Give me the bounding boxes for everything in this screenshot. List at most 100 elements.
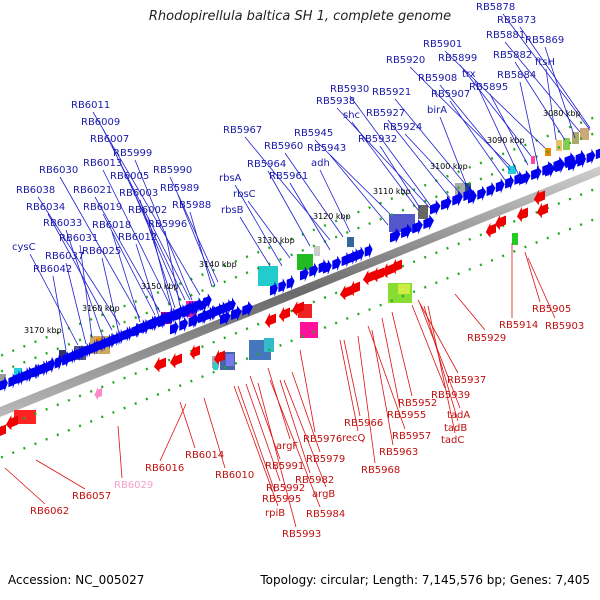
gene-label: RB5914 <box>499 320 538 331</box>
forward-gene-arrow <box>14 370 22 386</box>
gene-label: RB6034 <box>26 202 65 213</box>
forward-gene-arrow <box>131 322 141 338</box>
label-connector <box>439 116 471 195</box>
label-connector <box>319 169 351 233</box>
label-connector <box>339 339 359 432</box>
label-connector <box>381 317 401 409</box>
reverse-gene-arrow <box>169 353 182 369</box>
label-connector <box>411 304 446 389</box>
gene-label: rpiB <box>265 508 285 519</box>
gene-label: RB6019 <box>83 202 122 213</box>
forward-gene-arrow <box>452 191 463 207</box>
gene-label: RB6031 <box>59 233 98 244</box>
label-connector <box>147 216 173 311</box>
forward-gene-arrow <box>0 376 8 392</box>
genome-title: Rhodopirellula baltica SH 1, complete ge… <box>148 9 452 24</box>
reverse-gene-arrow <box>390 258 402 275</box>
label-connector <box>111 145 186 301</box>
label-connector <box>329 154 389 226</box>
gene-label: RB5901 <box>423 39 462 50</box>
gene-label: RB5903 <box>545 321 584 332</box>
gene-label: RB5976 <box>303 434 342 445</box>
label-connector <box>244 136 331 241</box>
label-connector <box>423 305 459 422</box>
gene-label: RB5988 <box>172 200 211 211</box>
label-connector <box>203 397 226 469</box>
label-connector <box>279 379 311 474</box>
label-connector <box>519 81 541 176</box>
forward-gene-arrow <box>242 301 253 317</box>
forward-gene-arrow <box>191 300 200 316</box>
forward-gene-arrow <box>158 313 166 329</box>
forward-gene-arrow <box>531 165 542 181</box>
forward-gene-arrow <box>48 356 56 373</box>
gene-label: RB6018 <box>92 220 131 231</box>
forward-gene-arrow <box>364 242 373 259</box>
reverse-gene-arrow <box>291 301 304 317</box>
forward-gene-arrow <box>147 315 157 331</box>
gene-label: RB5995 <box>262 494 301 505</box>
forward-gene-arrow <box>495 178 505 194</box>
reverse-gene-arrow <box>0 424 6 436</box>
label-connector <box>102 169 171 306</box>
reverse-gene-labels: RB5905 RB5914 RB5903 RB5929 RB5937 RB593… <box>30 304 584 540</box>
label-connector <box>92 111 201 296</box>
gene-label: RB5992 <box>266 483 305 494</box>
forward-gene-arrow <box>545 162 555 178</box>
label-connector <box>289 182 331 251</box>
forward-gene-arrow <box>423 214 434 230</box>
gene-label: RB5957 <box>392 431 431 442</box>
dotted-guide-line <box>0 185 600 430</box>
forward-gene-arrow <box>270 281 278 297</box>
forward-gene-arrow <box>214 302 224 318</box>
forward-gene-arrow <box>401 223 412 239</box>
gene-label: tadC <box>441 435 464 446</box>
tick-label: 3120 kbp <box>313 212 351 221</box>
label-connector <box>249 375 281 460</box>
gene-label: RB5907 <box>431 89 470 100</box>
label-connector <box>299 349 316 433</box>
forward-gene-arrow <box>595 148 600 160</box>
gene-label: RB5927 <box>366 108 405 119</box>
dotted-guide-line <box>0 215 600 460</box>
forward-gene-arrow <box>75 345 83 362</box>
label-connector <box>94 196 161 313</box>
forward-gene-arrow <box>220 310 231 326</box>
gene-label: RB5993 <box>282 529 321 540</box>
reverse-gene-arrow <box>371 267 384 283</box>
gene-label: RB6029 <box>114 480 153 491</box>
reverse-gene-arrow <box>339 285 352 301</box>
forward-gene-arrow <box>205 306 214 322</box>
label-connector <box>129 182 181 301</box>
label-connector <box>29 253 79 346</box>
gene-label: tadA <box>447 410 470 421</box>
gene-label: RB5968 <box>361 465 400 476</box>
label-connector <box>417 299 459 374</box>
gene-label: RB5924 <box>383 122 422 133</box>
gene-label: trx <box>462 69 476 80</box>
label-connector <box>233 385 279 507</box>
label-connector <box>514 61 566 141</box>
gene-label: RB6021 <box>73 185 112 196</box>
gene-label: cysC <box>12 242 36 253</box>
tick-label: 3130 kbp <box>257 236 295 245</box>
gene-label: RB5960 <box>264 141 303 152</box>
gene-label: RB6057 <box>72 491 111 502</box>
gene-label: birA <box>427 105 447 116</box>
gene-label: RB6013 <box>83 158 122 169</box>
reverse-gene-arrow <box>153 357 166 373</box>
reverse-gene-arrow <box>213 349 225 366</box>
label-connector <box>489 93 529 166</box>
gene-label: RB5929 <box>467 333 506 344</box>
gene-label: RB6007 <box>90 134 129 145</box>
gene-label: RB5878 <box>476 2 515 13</box>
label-connector <box>459 64 532 157</box>
forward-gene-arrow <box>174 306 183 323</box>
forward-gene-arrow <box>55 353 63 370</box>
reverse-gene-arrow <box>381 263 394 279</box>
label-connector <box>394 98 471 191</box>
label-connector <box>65 229 104 339</box>
gene-label: RB6016 <box>145 463 184 474</box>
label-connector <box>474 80 521 179</box>
